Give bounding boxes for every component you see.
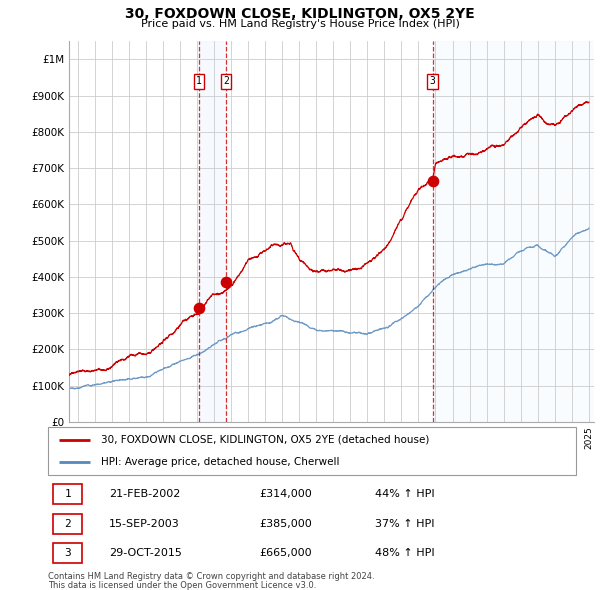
Text: 15-SEP-2003: 15-SEP-2003 [109,519,179,529]
Text: £665,000: £665,000 [259,548,312,558]
Text: 37% ↑ HPI: 37% ↑ HPI [376,519,435,529]
Text: Contains HM Land Registry data © Crown copyright and database right 2024.: Contains HM Land Registry data © Crown c… [48,572,374,581]
Bar [53,484,82,504]
Text: 1: 1 [64,489,71,499]
Text: This data is licensed under the Open Government Licence v3.0.: This data is licensed under the Open Gov… [48,581,316,589]
Text: £385,000: £385,000 [259,519,312,529]
Text: 2: 2 [64,519,71,529]
Text: 3: 3 [430,76,436,86]
FancyBboxPatch shape [48,427,576,475]
Text: 44% ↑ HPI: 44% ↑ HPI [376,489,435,499]
Point [194,303,204,313]
Point [428,176,437,186]
Text: HPI: Average price, detached house, Cherwell: HPI: Average price, detached house, Cher… [101,457,340,467]
Text: £314,000: £314,000 [259,489,312,499]
Point [221,278,231,287]
Bar [53,543,82,563]
Text: 30, FOXDOWN CLOSE, KIDLINGTON, OX5 2YE (detached house): 30, FOXDOWN CLOSE, KIDLINGTON, OX5 2YE (… [101,435,429,445]
Bar [199,41,226,422]
Text: 29-OCT-2015: 29-OCT-2015 [109,548,182,558]
Text: 1: 1 [196,76,202,86]
Text: 2: 2 [223,76,229,86]
Bar [433,41,594,422]
Text: 3: 3 [64,548,71,558]
Text: 21-FEB-2002: 21-FEB-2002 [109,489,180,499]
Text: 30, FOXDOWN CLOSE, KIDLINGTON, OX5 2YE: 30, FOXDOWN CLOSE, KIDLINGTON, OX5 2YE [125,7,475,21]
Bar [53,513,82,534]
Bar [433,41,594,422]
Text: 48% ↑ HPI: 48% ↑ HPI [376,548,435,558]
Text: Price paid vs. HM Land Registry's House Price Index (HPI): Price paid vs. HM Land Registry's House … [140,19,460,29]
